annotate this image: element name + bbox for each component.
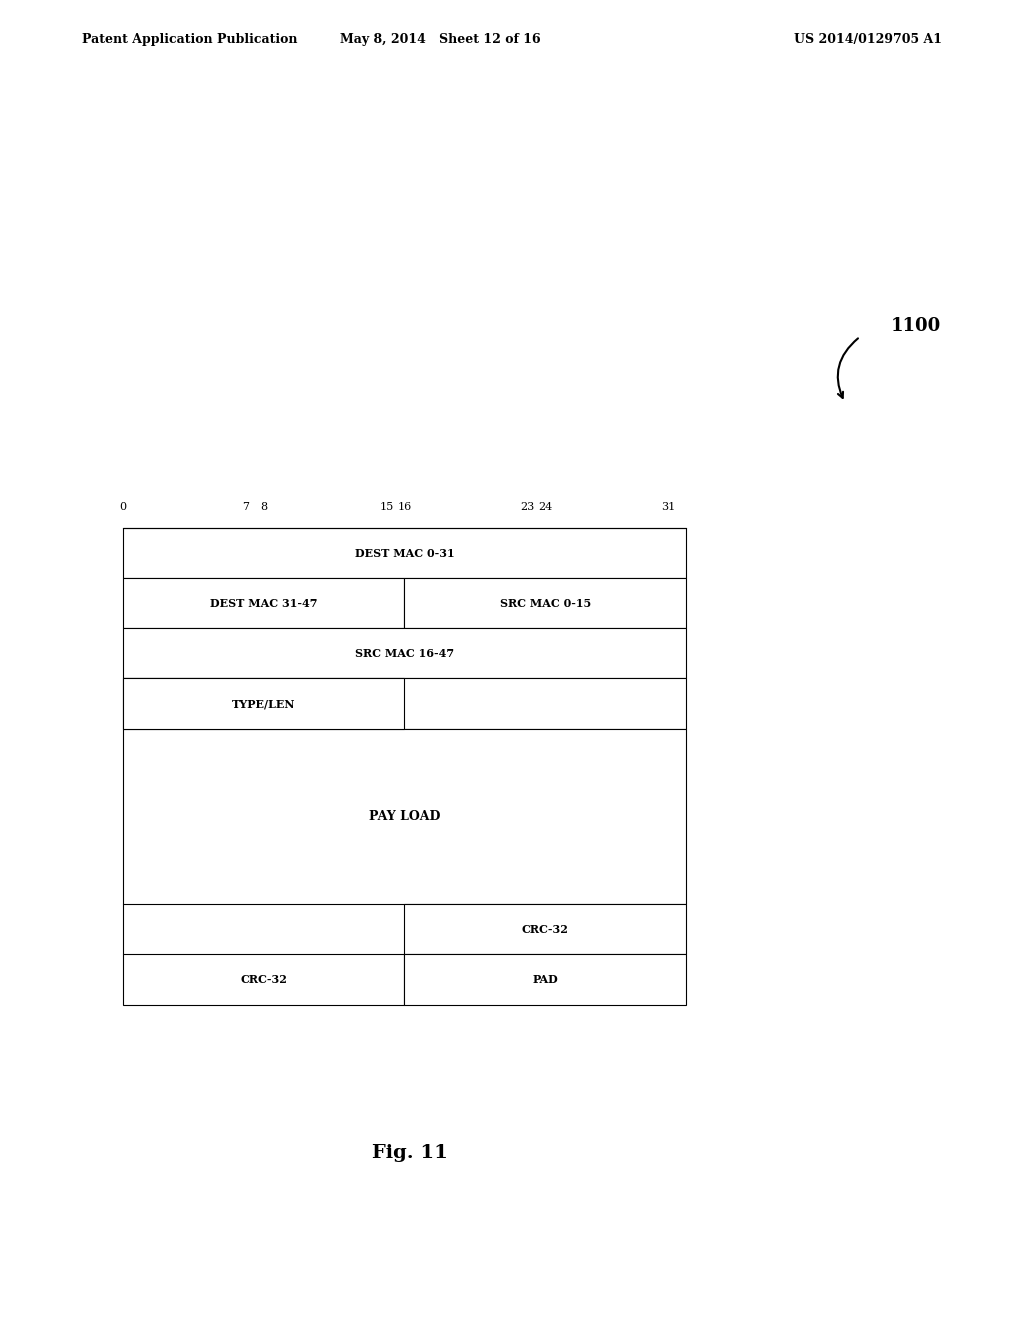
Text: CRC-32: CRC-32 bbox=[241, 974, 287, 985]
FancyBboxPatch shape bbox=[123, 528, 686, 578]
Text: 24: 24 bbox=[539, 502, 552, 512]
Text: SRC MAC 16-47: SRC MAC 16-47 bbox=[355, 648, 454, 659]
Text: 0: 0 bbox=[120, 502, 126, 512]
Text: 16: 16 bbox=[397, 502, 412, 512]
Text: DEST MAC 0-31: DEST MAC 0-31 bbox=[354, 548, 455, 558]
Text: May 8, 2014   Sheet 12 of 16: May 8, 2014 Sheet 12 of 16 bbox=[340, 33, 541, 46]
Text: 23: 23 bbox=[520, 502, 535, 512]
FancyBboxPatch shape bbox=[123, 954, 404, 1005]
Text: DEST MAC 31-47: DEST MAC 31-47 bbox=[210, 598, 317, 609]
Text: 1100: 1100 bbox=[891, 317, 941, 335]
FancyBboxPatch shape bbox=[123, 678, 686, 729]
FancyBboxPatch shape bbox=[123, 628, 686, 678]
Text: Fig. 11: Fig. 11 bbox=[372, 1143, 447, 1162]
Text: TYPE/LEN: TYPE/LEN bbox=[231, 698, 296, 709]
FancyBboxPatch shape bbox=[404, 904, 686, 954]
FancyBboxPatch shape bbox=[404, 578, 686, 628]
Text: US 2014/0129705 A1: US 2014/0129705 A1 bbox=[794, 33, 942, 46]
Text: PAY LOAD: PAY LOAD bbox=[369, 810, 440, 822]
Text: 8: 8 bbox=[260, 502, 267, 512]
FancyBboxPatch shape bbox=[404, 954, 686, 1005]
Text: SRC MAC 0-15: SRC MAC 0-15 bbox=[500, 598, 591, 609]
Text: PAD: PAD bbox=[532, 974, 558, 985]
Text: 7: 7 bbox=[243, 502, 250, 512]
FancyBboxPatch shape bbox=[123, 729, 686, 904]
Text: 31: 31 bbox=[662, 502, 676, 512]
FancyBboxPatch shape bbox=[123, 578, 404, 628]
Text: Patent Application Publication: Patent Application Publication bbox=[82, 33, 297, 46]
Text: CRC-32: CRC-32 bbox=[522, 924, 568, 935]
FancyBboxPatch shape bbox=[123, 678, 404, 729]
Text: 15: 15 bbox=[380, 502, 394, 512]
